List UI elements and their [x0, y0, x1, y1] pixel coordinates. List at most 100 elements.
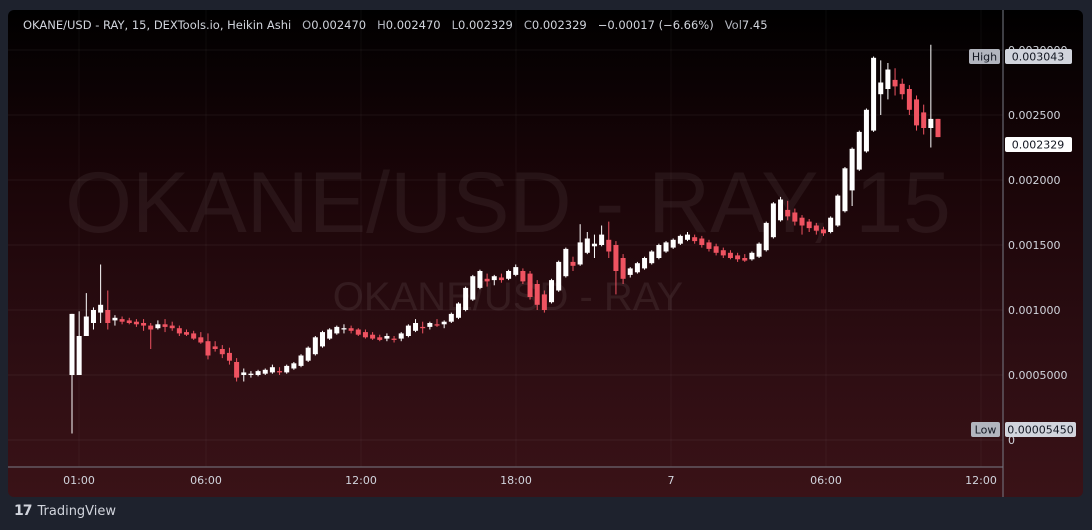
watermark-sub: OKANE/USD - RAY [333, 275, 683, 319]
close-value: 0.002329 [531, 18, 587, 32]
high-key: H [377, 18, 386, 32]
candle-body [649, 251, 655, 264]
candle-body [892, 79, 898, 87]
candle-body [205, 341, 211, 356]
tradingview-logo-icon[interactable]: 17 [14, 503, 33, 519]
candle-body [155, 324, 161, 329]
candle-body [506, 271, 512, 279]
candle-body [398, 333, 404, 339]
candle-body [427, 323, 433, 327]
low-price-bg [1005, 422, 1076, 437]
candle-body [133, 321, 139, 325]
candle-body [234, 362, 240, 378]
candle-body [885, 69, 891, 89]
candle-body [935, 118, 941, 138]
time-tick-label: 12:00 [965, 474, 997, 487]
candle-body [778, 199, 784, 221]
candle-body [792, 212, 798, 222]
candlestick-chart[interactable]: OKANE/USD - RAY, 15 OKANE/USD - RAY 0.00… [8, 10, 1083, 497]
price-tick-label: 0.002500 [1008, 109, 1061, 122]
candle-body [112, 317, 118, 321]
price-axis[interactable]: 0.00300000.0025000.0020000.0015000.00100… [1008, 44, 1068, 447]
candle-body [756, 243, 762, 257]
candle-body [706, 242, 712, 249]
candle-body [541, 294, 547, 310]
time-tick-label: 06:00 [810, 474, 842, 487]
candle-body [198, 337, 204, 343]
candle-body [441, 321, 447, 325]
chart-panel[interactable]: OKANE/USD - RAY, 15, DEXTools.io, Heikin… [8, 10, 1083, 497]
low-tag: Low [975, 424, 997, 437]
high-tag-bg [969, 49, 1000, 64]
candle-body [119, 319, 125, 322]
candle-body [599, 234, 605, 245]
candle-body [226, 352, 232, 361]
watermark-main: OKANE/USD - RAY, 15 [65, 155, 951, 251]
volume-value: 7.45 [741, 18, 768, 32]
candle-body [434, 324, 440, 326]
candle-body [262, 369, 268, 374]
candles-group [69, 44, 941, 434]
candle-body [169, 325, 175, 329]
candle-body [763, 222, 769, 251]
last-price-bg [1005, 137, 1072, 152]
volume-key: Vol [724, 18, 742, 32]
candle-body [842, 168, 848, 212]
candle-body [727, 252, 733, 258]
candle-body [928, 118, 934, 128]
candle-body [627, 268, 633, 275]
candle-body [606, 239, 612, 252]
candle-body [677, 235, 683, 244]
candle-body [684, 234, 691, 240]
footer: 17 TradingView [14, 503, 116, 519]
candle-body [906, 89, 912, 110]
candle-body [570, 261, 576, 266]
candle-body [141, 323, 147, 326]
time-tick-label: 06:00 [190, 474, 222, 487]
candle-body [76, 336, 82, 375]
candle-body [856, 131, 862, 170]
candle-body [692, 237, 698, 242]
low-tag-bg [971, 422, 1000, 437]
candle-body [355, 329, 361, 335]
price-tick-label: 0.001500 [1008, 239, 1061, 252]
candle-body [241, 372, 247, 375]
candle-body [878, 82, 884, 95]
candle-body [498, 277, 504, 281]
candle-body [863, 109, 869, 152]
candle-body [477, 271, 483, 288]
candle-body [577, 242, 583, 265]
high-price-bg [1005, 49, 1072, 64]
open-key: O [302, 18, 312, 32]
candle-body [663, 242, 669, 252]
candle-body [219, 349, 225, 355]
legend-header: OKANE/USD - RAY, 15, DEXTools.io, Heikin… [23, 18, 768, 32]
candle-body [527, 273, 533, 297]
candle-body [312, 337, 318, 355]
candle-body [327, 329, 333, 339]
last-price-label: 0.002329 [1012, 139, 1065, 152]
time-tick-label: 7 [668, 474, 675, 487]
candle-body [828, 217, 834, 232]
candle-body [384, 336, 390, 339]
price-tick-label: 0.002000 [1008, 174, 1061, 187]
candle-body [713, 246, 719, 253]
candle-body [849, 148, 855, 191]
candle-body [148, 325, 154, 330]
candle-body [871, 57, 877, 131]
low-key: L [451, 18, 458, 32]
candle-body [448, 313, 454, 322]
time-tick-label: 18:00 [500, 474, 532, 487]
candle-body [813, 225, 819, 231]
candle-body [534, 284, 540, 305]
time-axis[interactable]: 01:00 06:00 12:00 18:00 7 06:00 12:00 [63, 474, 997, 487]
candle-body [319, 332, 326, 347]
candle-body [806, 221, 812, 229]
candle-body [405, 325, 411, 336]
candle-body [255, 371, 261, 375]
candle-body [634, 263, 640, 273]
brand-label[interactable]: TradingView [37, 503, 117, 519]
candle-body [899, 83, 905, 95]
price-tick-label: 0.001000 [1008, 304, 1061, 317]
low-price-label: 0.00005450 [1007, 424, 1073, 437]
